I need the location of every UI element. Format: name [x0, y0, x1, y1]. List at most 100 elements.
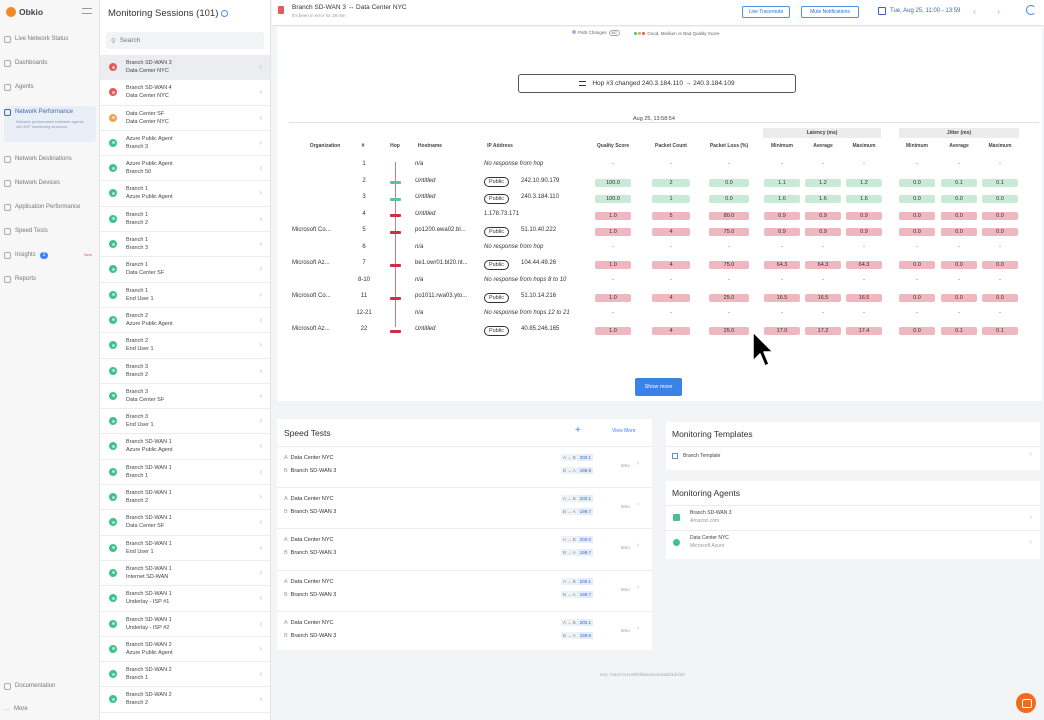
session-item[interactable]: Branch SD-WAN 1 Data Center SF ›	[100, 510, 270, 536]
nav-item-insights[interactable]: Insights 2 New	[4, 248, 96, 262]
trace-row[interactable]: Microsoft Co... 11 po1011.rwa03.yto... Publ…	[277, 290, 1042, 307]
trace-row[interactable]: 8-10 n/a No response from hops 8 to 10 - - - -…	[277, 274, 1042, 291]
next-range-icon[interactable]: ›	[997, 6, 1000, 16]
session-item[interactable]: Branch 1 End User 1 ›	[100, 283, 270, 308]
trace-row[interactable]: 2 Untitled Public 242.10.90.179 100.0 2 0.0 1.1…	[277, 175, 1042, 192]
live-traceroute-button[interactable]: Live Traceroute	[742, 6, 790, 18]
trace-row[interactable]: 4 Untitled 1.178.73.171 1.0 5 80.0 0.9 0.9 0.9 0.…	[277, 208, 1042, 225]
nav-item-live-network-status[interactable]: Live Network Status	[4, 32, 96, 46]
new-tag: New	[83, 252, 92, 257]
sessions-list: Branch SD-WAN 3 Data Center NYC › Branch SD…	[100, 55, 270, 713]
row-hostname: be1.owr01.bl20.nt...	[415, 260, 468, 266]
session-item[interactable]: Branch 1 Branch 3 ›	[100, 232, 270, 258]
col-organization: Organization	[309, 143, 341, 149]
trace-row[interactable]: 3 Untitled Public 240.3.184.110 100.0 1 0.0 1.6…	[277, 191, 1042, 208]
trace-row[interactable]: 6 n/a No response from hop - - - - - - - - -	[277, 241, 1042, 258]
session-item[interactable]: Branch SD-WAN 1 Branch 2 ›	[100, 485, 270, 511]
refresh-icon[interactable]	[1026, 5, 1036, 15]
nav-item-network-devices[interactable]: Network Devices	[4, 176, 96, 190]
session-item[interactable]: Branch SD-WAN 1 Branch 1 ›	[100, 460, 270, 486]
session-item[interactable]: Branch SD-WAN 2 Branch 1 ›	[100, 662, 270, 688]
agent-name: Branch SD-WAN 3	[290, 509, 337, 516]
session-item[interactable]: Branch 1 Data Center SF ›	[100, 257, 270, 283]
nav-item-more[interactable]: … More	[4, 702, 96, 716]
info-icon[interactable]	[221, 10, 229, 17]
session-item[interactable]: Azure Public Agent Branch 50 ›	[100, 156, 270, 182]
session-item[interactable]: Branch SD-WAN 1 Internet SD-WAN ›	[100, 561, 270, 587]
session-status-dot-icon	[109, 265, 117, 274]
hop-change-banner[interactable]: Hop #3 changed 240.3.184.110 → 240.3.184…	[518, 74, 796, 93]
session-destination: Underlay - ISP #1	[126, 599, 170, 606]
session-destination: Data Center SF	[126, 523, 165, 530]
nav-item-application-performance[interactable]: Application Performance	[4, 200, 96, 214]
show-more-button[interactable]: Show more	[635, 378, 682, 396]
trace-row[interactable]: 12-21 n/a No response from hops 12 to 21 - -…	[277, 307, 1042, 324]
agent-item[interactable]: Branch SD-WAN 3 Amazon.com ›	[666, 505, 1040, 530]
view-more-link[interactable]: View More	[612, 428, 636, 434]
search-box[interactable]: ⚲	[106, 32, 264, 49]
metric-empty: -	[958, 243, 960, 250]
previous-range-icon[interactable]: ‹	[973, 6, 976, 16]
session-item[interactable]: Branch 2 Azure Public Agent ›	[100, 308, 270, 334]
collapse-nav-icon[interactable]	[82, 8, 92, 14]
template-item[interactable]: Branch Template ›	[666, 446, 1040, 464]
session-item[interactable]: Branch SD-WAN 1 Underlay - ISP #2 ›	[100, 612, 270, 637]
obkio-logo[interactable]: Obkio	[6, 6, 43, 18]
session-item[interactable]: Branch 3 Data Center SF ›	[100, 384, 270, 410]
session-destination: Underlay - ISP #2	[126, 624, 170, 631]
nav-item-documentation[interactable]: Documentation	[4, 679, 96, 693]
session-item[interactable]: Branch SD-WAN 1 Azure Public Agent ›	[100, 434, 270, 460]
trace-row[interactable]: 1 n/a No response from hop - - - - - - - - -	[277, 158, 1042, 175]
row-hop-number: 12-21	[356, 309, 372, 316]
session-item[interactable]: Branch SD-WAN 1 End User 1 ›	[100, 536, 270, 561]
agent-letter: A	[284, 496, 288, 503]
row-ip-address: 51.10.40.222	[521, 227, 557, 233]
trace-row[interactable]: Microsoft Co... 5 po1200.ewa02.bl... Public…	[277, 224, 1042, 241]
session-item[interactable]: Branch 3 Branch 2 ›	[100, 359, 270, 384]
agent-name: Branch SD-WAN 3	[290, 632, 337, 639]
chevron-right-icon: ›	[259, 365, 262, 375]
session-item[interactable]: Branch SD-WAN 2 Branch 2 ›	[100, 687, 270, 713]
session-status-dot-icon	[109, 214, 117, 223]
chat-support-icon[interactable]	[1016, 693, 1036, 713]
nav-item-speed-tests[interactable]: Speed Tests	[4, 224, 96, 238]
session-item[interactable]: Azure Public Agent Branch 3 ›	[100, 131, 270, 157]
nav-item-network-performance[interactable]: Network Performance Network performance b…	[4, 106, 96, 142]
nav-item-network-destinations[interactable]: Network Destinations	[4, 152, 96, 166]
speed-test-age: 5mo	[621, 627, 630, 633]
direction-label: B → A	[561, 631, 578, 639]
session-item[interactable]: Branch SD-WAN 1 Underlay - ISP #1 ›	[100, 586, 270, 612]
metric-value: 4	[652, 261, 690, 269]
speed-ba: B → A 199.8	[561, 467, 594, 474]
session-item[interactable]: Data Center SF Data Center NYC ›	[100, 106, 270, 131]
chevron-right-icon: ›	[259, 188, 262, 198]
session-item[interactable]: Branch 3 End User 1 ›	[100, 409, 270, 435]
session-item[interactable]: Branch 2 End User 1 ›	[100, 333, 270, 359]
nav-item-agents[interactable]: Agents	[4, 80, 96, 94]
nav-item-reports[interactable]: Reports	[4, 272, 96, 286]
metric-empty: -	[916, 161, 918, 167]
trace-row[interactable]: Microsoft Az... 22 Untitled Public 40.85.246…	[277, 323, 1042, 340]
session-item[interactable]: Branch 1 Branch 2 ›	[100, 207, 270, 233]
nav-item-description: Network performance between agents via U…	[16, 119, 84, 129]
trace-row[interactable]: Microsoft Az... 7 be1.owr01.bl20.nt... Publ…	[277, 257, 1042, 274]
good-dot-icon	[633, 31, 637, 35]
session-item[interactable]: Branch SD-WAN 2 Azure Public Agent ›	[100, 637, 270, 663]
search-input[interactable]	[119, 37, 250, 44]
session-item[interactable]: Branch SD-WAN 4 Data Center NYC ›	[100, 80, 270, 106]
session-source: Branch SD-WAN 4	[126, 85, 172, 92]
session-item[interactable]: Branch SD-WAN 3 Data Center NYC ›	[100, 55, 270, 81]
nav-item-dashboards[interactable]: Dashboards	[4, 56, 96, 70]
add-speed-test-icon[interactable]: +	[575, 425, 581, 436]
date-range-picker[interactable]: Tue, Aug 25, 11:00 - 13:59	[878, 7, 960, 15]
mute-notifications-button[interactable]: Mute Notifications	[801, 6, 859, 18]
session-item[interactable]: Branch 1 Azure Public Agent ›	[100, 181, 270, 207]
agent-item[interactable]: Data Center NYC Microsoft Azure ›	[666, 530, 1040, 555]
calendar-icon	[878, 7, 886, 15]
nav-icon	[4, 179, 11, 187]
